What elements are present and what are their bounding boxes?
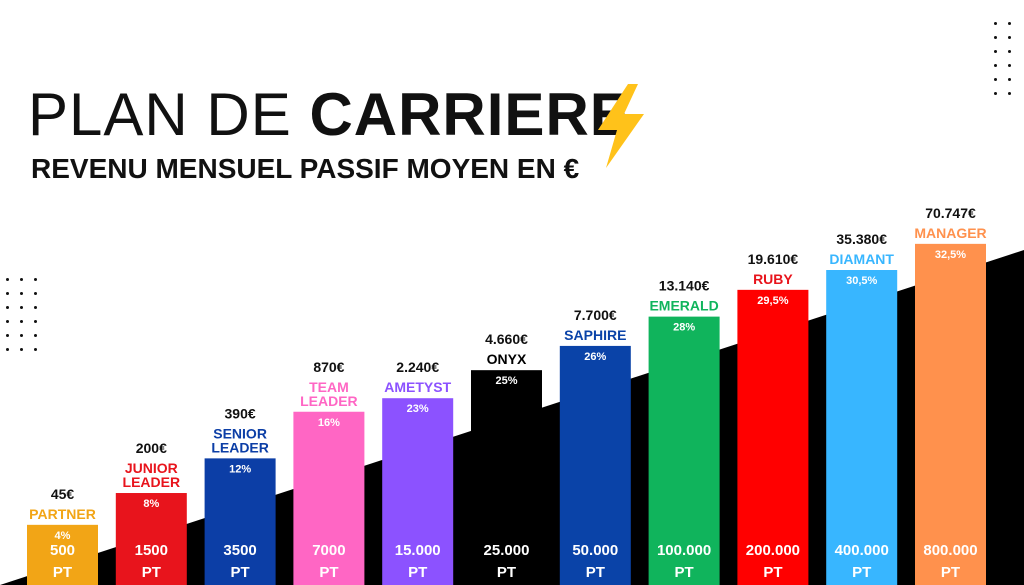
- bar: [293, 411, 365, 585]
- bar-percent-label: 26%: [584, 351, 606, 363]
- rank-name-label: ONYX: [487, 351, 527, 367]
- bar-points-unit: PT: [675, 564, 694, 581]
- income-value-label: 45€: [51, 486, 75, 502]
- bar-points-value: 400.000: [835, 542, 889, 559]
- income-value-label: 19.610€: [748, 251, 799, 267]
- bar: [382, 398, 454, 585]
- income-value-label: 4.660€: [485, 331, 528, 347]
- rank-name-label: SENIOR: [213, 425, 267, 441]
- bar-points-value: 25.000: [484, 542, 530, 559]
- title-light: PLAN DE: [28, 81, 292, 148]
- bar-points-value: 50.000: [572, 542, 618, 559]
- bar: [471, 370, 542, 585]
- bar-percent-label: 12%: [229, 463, 251, 475]
- income-value-label: 2.240€: [396, 359, 439, 375]
- rank-name-label: RUBY: [753, 271, 793, 287]
- income-value-label: 390€: [225, 405, 256, 421]
- rank-name-label: LEADER: [123, 474, 181, 490]
- page-title: PLAN DE CARRIERE: [28, 80, 631, 150]
- bar-points-unit: PT: [763, 564, 782, 581]
- bar-points-value: 200.000: [746, 542, 800, 559]
- rank-name-label: TEAM: [309, 379, 349, 395]
- bar-points-unit: PT: [497, 564, 516, 581]
- subtitle-rest: PASSIF MOYEN EN €: [299, 153, 580, 184]
- rank-name-label: PARTNER: [29, 506, 96, 522]
- income-value-label: 70.747€: [925, 205, 976, 221]
- income-value-label: 35.380€: [836, 231, 887, 247]
- bar: [648, 316, 720, 585]
- bar-percent-label: 4%: [55, 530, 71, 542]
- income-value-label: 7.700€: [574, 307, 617, 323]
- bar: [204, 458, 276, 585]
- income-value-label: 870€: [313, 359, 344, 375]
- bar-points-unit: PT: [53, 564, 72, 581]
- bar-points-value: 800.000: [923, 542, 977, 559]
- bar-points-unit: PT: [408, 564, 427, 581]
- bar: [115, 493, 187, 585]
- bar: [915, 243, 986, 585]
- bar-percent-label: 25%: [495, 375, 517, 387]
- bar-points-value: 7000: [312, 542, 345, 559]
- bar-percent-label: 8%: [143, 498, 159, 510]
- bar-points-unit: PT: [586, 564, 605, 581]
- rank-name-label: EMERALD: [649, 298, 718, 314]
- rank-name-label: LEADER: [211, 439, 269, 455]
- bar: [27, 524, 98, 585]
- rank-name-label: LEADER: [300, 393, 358, 409]
- bar-points-unit: PT: [142, 564, 161, 581]
- bar-percent-label: 16%: [318, 417, 340, 429]
- bar-points-unit: PT: [231, 564, 250, 581]
- bar-percent-label: 29,5%: [757, 295, 788, 307]
- income-value-label: 200€: [136, 440, 167, 456]
- bar-points-value: 15.000: [395, 542, 441, 559]
- bar-points-unit: PT: [852, 564, 871, 581]
- rank-name-label: SAPHIRE: [564, 327, 626, 343]
- subtitle-bold: REVENU MENSUEL: [31, 153, 292, 184]
- title-bold: CARRIERE: [309, 81, 631, 148]
- bar-points-value: 500: [50, 542, 75, 559]
- page-subtitle: REVENU MENSUEL PASSIF MOYEN EN €: [31, 152, 579, 186]
- bar-points-value: 1500: [135, 542, 168, 559]
- income-value-label: 13.140€: [659, 278, 710, 294]
- bar-percent-label: 32,5%: [935, 249, 966, 261]
- lightning-bolt-icon: [598, 84, 644, 168]
- bar-percent-label: 23%: [407, 403, 429, 415]
- bar: [737, 289, 809, 585]
- bar-points-value: 3500: [223, 542, 256, 559]
- bar-percent-label: 30,5%: [846, 275, 877, 287]
- bar-percent-label: 28%: [673, 322, 695, 334]
- bar: [826, 270, 898, 585]
- bar: [559, 345, 631, 585]
- rank-name-label: DIAMANT: [829, 251, 894, 267]
- bar-points-unit: PT: [941, 564, 960, 581]
- rank-name-label: MANAGER: [914, 225, 986, 241]
- bar-points-unit: PT: [319, 564, 338, 581]
- rank-name-label: JUNIOR: [125, 460, 178, 476]
- bar-points-value: 100.000: [657, 542, 711, 559]
- rank-name-label: AMETYST: [384, 379, 451, 395]
